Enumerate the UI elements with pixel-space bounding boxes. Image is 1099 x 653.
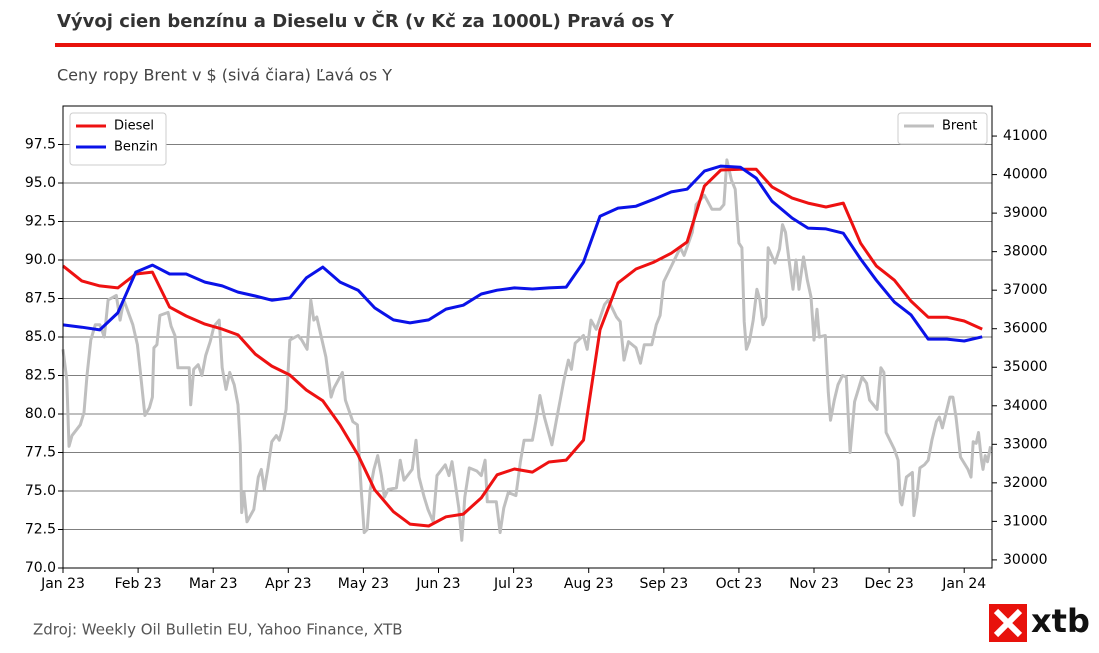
- x-tick-label: Jul 23: [493, 576, 533, 592]
- legend: Diesel Benzin: [69, 112, 167, 166]
- series-line: [62, 167, 983, 528]
- y-tick-label: 97.5: [25, 137, 56, 153]
- y-tick-label: 90.0: [25, 252, 56, 268]
- x-tick-label: Sep 23: [639, 576, 688, 592]
- y-tick-label: 82.5: [25, 368, 56, 384]
- x-tick-label: May 23: [338, 576, 389, 592]
- y-tick-label: 72.5: [25, 522, 56, 538]
- y-tick-label: 85.0: [25, 329, 56, 345]
- y-tick-label: 92.5: [25, 214, 56, 230]
- legend: Brent: [897, 112, 988, 145]
- x-tick-label: Feb 23: [115, 576, 162, 592]
- source-note: Zdroj: Weekly Oil Bulletin EU, Yahoo Fin…: [33, 621, 403, 639]
- y2-tick-label: 33000: [1003, 436, 1048, 452]
- x-tick-label: Jan 23: [40, 576, 85, 592]
- y-tick-label: 75.0: [25, 483, 56, 499]
- logo-x: [993, 608, 1023, 638]
- y2-tick-label: 35000: [1003, 359, 1048, 375]
- legend-label: Benzin: [114, 140, 158, 155]
- y2-tick-label: 30000: [1003, 552, 1048, 568]
- legend-box: [897, 112, 988, 145]
- chart-title: Vývoj cien benzínu a Dieselu v ČR (v Kč …: [57, 10, 675, 32]
- y2-tick-label: 37000: [1003, 282, 1048, 298]
- y-tick-label: 95.0: [25, 175, 56, 191]
- y2-tick-label: 36000: [1003, 321, 1048, 337]
- logo-text: xtb: [1031, 602, 1090, 640]
- x-tick-label: Jun 23: [415, 576, 460, 592]
- x-tick-label: Jan 24: [941, 576, 986, 592]
- x-tick-label: Aug 23: [564, 576, 614, 592]
- y2-tick-label: 31000: [1003, 513, 1048, 529]
- y2-tick-label: 40000: [1003, 167, 1048, 183]
- logo: xtb: [989, 602, 1090, 642]
- x-tick-label: Nov 23: [789, 576, 839, 592]
- legend-label: Brent: [942, 119, 977, 134]
- x-tick-label: Oct 23: [716, 576, 762, 592]
- legend-label: Diesel: [114, 119, 154, 134]
- y2-tick-label: 38000: [1003, 244, 1048, 260]
- plot-frame: [62, 105, 993, 569]
- x-tick-label: Mar 23: [189, 576, 238, 592]
- y-tick-label: 77.5: [25, 445, 56, 461]
- y2-tick-label: 32000: [1003, 475, 1048, 491]
- series-line: [62, 164, 983, 343]
- series-line: [61, 158, 992, 542]
- y-tick-label: 87.5: [25, 291, 56, 307]
- y-tick-label: 70.0: [25, 560, 56, 576]
- x-tick-label: Apr 23: [265, 576, 311, 592]
- chart-subtitle: Ceny ropy Brent v $ (sivá čiara) Ľavá os…: [57, 66, 392, 85]
- x-tick-label: Dec 23: [864, 576, 913, 592]
- y2-tick-label: 39000: [1003, 205, 1048, 221]
- y2-tick-label: 41000: [1003, 128, 1048, 144]
- y2-tick-label: 34000: [1003, 398, 1048, 414]
- y-tick-label: 80.0: [25, 406, 56, 422]
- title-rule: [55, 43, 1091, 47]
